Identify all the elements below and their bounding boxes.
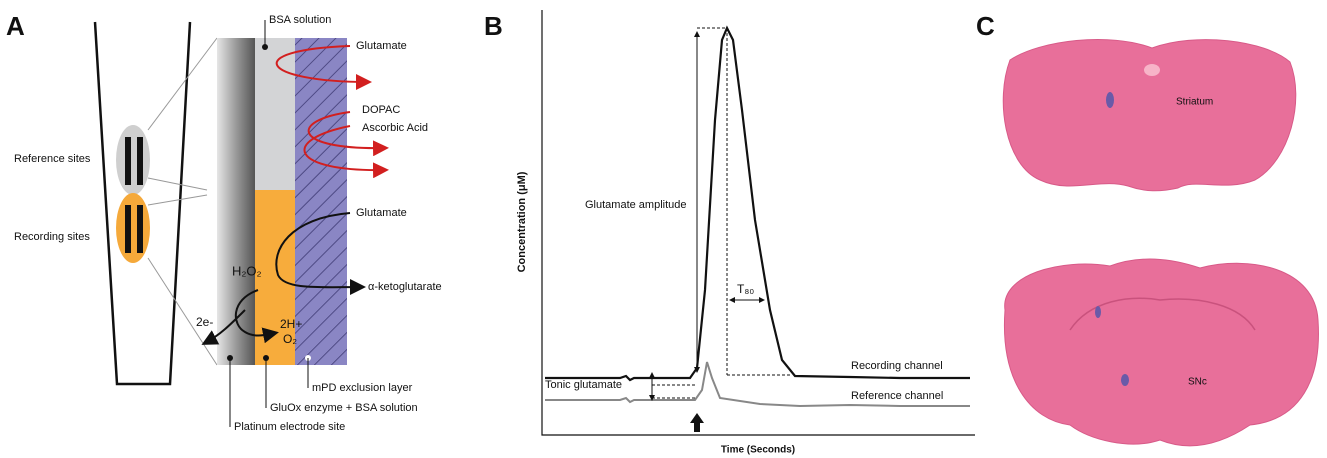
label: Glutamate [356, 40, 407, 52]
label: O₂ [283, 332, 297, 346]
label: Glutamate amplitude [585, 199, 687, 211]
label: α-ketoglutarate [368, 281, 442, 293]
panel-a: A Reference sites Recording sites BSA so… [6, 11, 442, 433]
label: SNc [1188, 377, 1207, 388]
label: Reference sites [14, 153, 91, 165]
site-bar [125, 137, 131, 185]
label: 2H+ [280, 317, 302, 331]
bsa-layer [255, 38, 295, 190]
label: Ascorbic Acid [362, 122, 428, 134]
stimulus-arrow [690, 413, 704, 432]
probe [93, 21, 192, 386]
zoom-lines [147, 37, 218, 366]
recording-site [116, 193, 150, 263]
label: H₂O₂ [232, 263, 262, 278]
panel-letter: B [484, 11, 503, 41]
striatum-slice [1002, 39, 1297, 192]
panel-letter: A [6, 11, 25, 41]
axes [541, 10, 975, 436]
label: mPD exclusion layer [312, 382, 413, 394]
panel-b: B Concentration (μM) Time (Seconds) Glut… [484, 10, 975, 456]
label: DOPAC [362, 104, 400, 116]
label: 2e- [196, 315, 213, 329]
reference-site [116, 125, 150, 195]
label: BSA solution [269, 14, 331, 26]
label: Recording sites [14, 231, 90, 243]
panel-c: C Striatum SNc [976, 11, 1319, 447]
reference-trace [545, 361, 970, 408]
panel-letter: C [976, 11, 995, 41]
label: T₈₀ [737, 282, 754, 296]
interferent-arrows [275, 45, 389, 179]
label: Reference channel [851, 390, 943, 402]
site-bar [137, 205, 143, 253]
y-axis-label: Concentration (μM) [516, 171, 528, 272]
label: Glutamate [356, 207, 407, 219]
reaction-arrows [201, 212, 366, 345]
guides [652, 27, 790, 399]
snc-slice [1003, 258, 1319, 447]
label: Recording channel [851, 360, 943, 372]
x-axis-label: Time (Seconds) [721, 445, 795, 456]
site-bar [125, 205, 131, 253]
site-bar [137, 137, 143, 185]
label: Platinum electrode site [234, 421, 345, 433]
label: Striatum [1176, 97, 1213, 108]
label: Tonic glutamate [545, 379, 622, 391]
mpd-layer [295, 38, 347, 365]
label: GluOx enzyme + BSA solution [270, 402, 418, 414]
recording-trace [545, 25, 970, 382]
